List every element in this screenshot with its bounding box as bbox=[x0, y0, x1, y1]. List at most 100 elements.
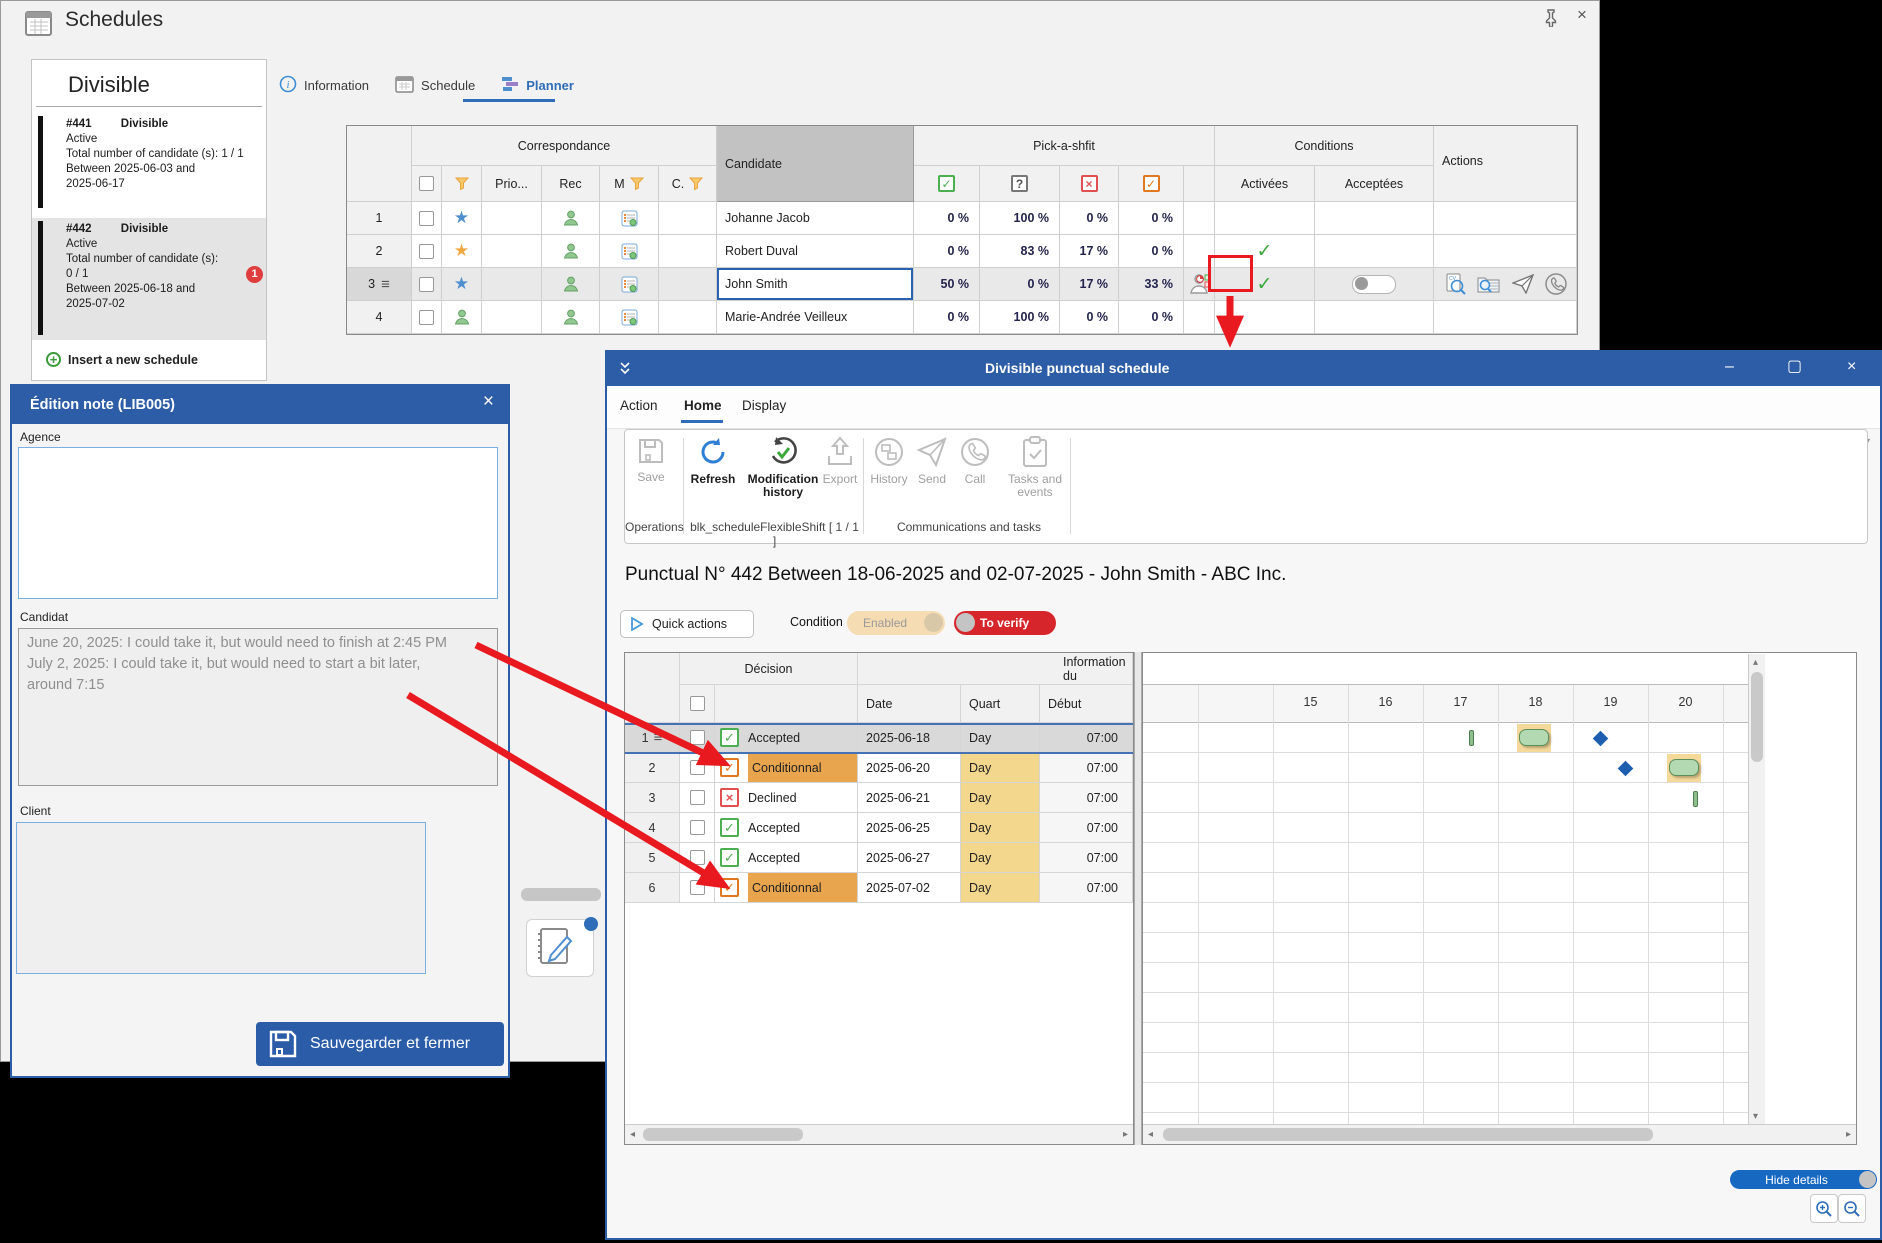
enabled-toggle[interactable]: Enabled bbox=[847, 611, 945, 635]
tab-schedule[interactable]: Schedule bbox=[395, 75, 475, 96]
save-and-close-button[interactable]: Sauvegarder et fermer bbox=[256, 1022, 504, 1066]
select-all-checkbox[interactable] bbox=[412, 166, 442, 202]
col-m[interactable]: M bbox=[600, 166, 659, 202]
row-checkbox[interactable] bbox=[680, 723, 715, 753]
row-checkbox[interactable] bbox=[680, 813, 715, 843]
priority-star-icon[interactable]: ★ bbox=[442, 268, 482, 301]
row-checkbox[interactable] bbox=[412, 268, 442, 301]
close-icon[interactable]: × bbox=[1847, 358, 1857, 375]
scrollbar-fragment[interactable] bbox=[521, 888, 601, 901]
priority-star-icon[interactable]: ★ bbox=[442, 202, 482, 235]
col-quart[interactable]: Quart bbox=[961, 685, 1040, 723]
col-pending-icon[interactable]: ? bbox=[980, 166, 1060, 202]
gantt-vscrollbar[interactable]: ▴ ▾ bbox=[1748, 654, 1765, 1125]
candidate-name-selected[interactable]: John Smith bbox=[717, 268, 914, 301]
candidat-textarea[interactable]: June 20, 2025: I could take it, but woul… bbox=[18, 628, 498, 786]
tab-planner[interactable]: Planner bbox=[501, 75, 574, 96]
list-icon[interactable] bbox=[600, 301, 659, 334]
notes-panel-button[interactable] bbox=[526, 917, 598, 977]
ribbon-history-button[interactable]: History bbox=[849, 436, 929, 486]
decision-cell[interactable]: ✓ Accepted bbox=[715, 813, 858, 843]
list-icon[interactable] bbox=[600, 202, 659, 235]
client-textarea[interactable] bbox=[16, 822, 426, 974]
schedule-item-441[interactable]: #441 Divisible Active Total number of ca… bbox=[32, 113, 266, 213]
gantt-bar[interactable] bbox=[1519, 729, 1549, 746]
tab-home[interactable]: Home bbox=[684, 398, 722, 413]
close-icon[interactable]: × bbox=[482, 391, 494, 412]
row-checkbox[interactable] bbox=[680, 843, 715, 873]
gantt-tick[interactable] bbox=[1693, 791, 1698, 807]
phone-icon[interactable] bbox=[1544, 273, 1567, 295]
maximize-icon[interactable]: ▢ bbox=[1787, 358, 1803, 375]
col-date[interactable]: Date bbox=[858, 685, 961, 723]
tab-information[interactable]: i Information bbox=[279, 75, 369, 96]
pin-window-icon[interactable] bbox=[619, 362, 631, 376]
ribbon-refresh-button[interactable]: Refresh bbox=[673, 436, 753, 486]
col-conditional-icon[interactable]: ✓ bbox=[1119, 166, 1184, 202]
decision-cell[interactable]: ✓ Conditionnal bbox=[715, 873, 858, 903]
group-candidate[interactable]: Candidate bbox=[717, 126, 914, 202]
person-icon[interactable] bbox=[442, 301, 482, 334]
row-menu-icon[interactable]: ≡ bbox=[653, 729, 663, 746]
quick-actions-button[interactable]: Quick actions bbox=[620, 610, 754, 638]
close-icon[interactable]: × bbox=[1577, 5, 1587, 24]
view-cv-icon[interactable]: CV bbox=[1444, 273, 1466, 295]
ribbon-send-button[interactable]: Send bbox=[892, 436, 972, 486]
select-all-checkbox[interactable] bbox=[680, 685, 715, 723]
recruiter-icon[interactable] bbox=[542, 202, 600, 235]
filter-icon[interactable] bbox=[442, 166, 482, 202]
col-c[interactable]: C. bbox=[659, 166, 717, 202]
priority-star-icon[interactable]: ★ bbox=[442, 235, 482, 268]
gantt-bar[interactable] bbox=[1669, 759, 1699, 776]
hide-details-toggle[interactable]: Hide details bbox=[1730, 1170, 1877, 1189]
tab-display[interactable]: Display bbox=[742, 398, 787, 413]
ribbon-modification-history-button[interactable]: Modification history bbox=[743, 436, 823, 499]
ribbon-tasks-button[interactable]: Tasks and events bbox=[995, 436, 1075, 499]
candidate-name[interactable]: Robert Duval bbox=[717, 235, 914, 268]
row-checkbox[interactable] bbox=[680, 753, 715, 783]
accepted-toggle[interactable] bbox=[1315, 268, 1434, 301]
pane-splitter[interactable] bbox=[1134, 652, 1142, 1145]
recruiter-icon[interactable] bbox=[542, 268, 600, 301]
decision-cell[interactable]: ✓ Accepted bbox=[715, 843, 858, 873]
decision-cell[interactable]: ✓ Conditionnal bbox=[715, 753, 858, 783]
decision-cell[interactable]: × Declined bbox=[715, 783, 858, 813]
col-declined-icon[interactable]: × bbox=[1060, 166, 1119, 202]
ribbon-call-button[interactable]: Call bbox=[935, 436, 1015, 486]
row-menu-icon[interactable]: ≡ bbox=[381, 275, 390, 293]
gantt-hscrollbar[interactable]: ◂ ▸ bbox=[1143, 1124, 1856, 1144]
recruiter-icon[interactable] bbox=[542, 301, 600, 334]
schedule-item-442[interactable]: #442 Divisible Active Total number of ca… bbox=[32, 218, 266, 340]
col-rec[interactable]: Rec bbox=[542, 166, 600, 202]
col-acceptees[interactable]: Acceptées bbox=[1315, 166, 1434, 202]
col-accepted-icon[interactable]: ✓ bbox=[914, 166, 980, 202]
list-icon[interactable] bbox=[600, 268, 659, 301]
row-checkbox[interactable] bbox=[680, 783, 715, 813]
list-icon[interactable] bbox=[600, 235, 659, 268]
minimize-icon[interactable]: – bbox=[1725, 358, 1734, 375]
decision-hscrollbar[interactable]: ◂ ▸ bbox=[625, 1124, 1133, 1144]
to-verify-toggle[interactable]: To verify bbox=[954, 611, 1056, 635]
col-prio[interactable]: Prio... bbox=[482, 166, 542, 202]
row-checkbox[interactable] bbox=[412, 301, 442, 334]
row-checkbox[interactable] bbox=[680, 873, 715, 903]
col-activees[interactable]: Activées bbox=[1215, 166, 1315, 202]
search-folder-icon[interactable] bbox=[1477, 274, 1501, 294]
candidate-name[interactable]: Marie-Andrée Veilleux bbox=[717, 301, 914, 334]
tab-action[interactable]: Action bbox=[620, 398, 658, 413]
agence-textarea[interactable] bbox=[18, 447, 498, 599]
candidate-name[interactable]: Johanne Jacob bbox=[717, 202, 914, 235]
zoom-out-button[interactable] bbox=[1838, 1194, 1866, 1223]
recruiter-icon[interactable] bbox=[542, 235, 600, 268]
pin-icon[interactable] bbox=[1543, 9, 1559, 30]
send-icon[interactable] bbox=[1511, 274, 1534, 294]
row-checkbox[interactable] bbox=[412, 202, 442, 235]
row-checkbox[interactable] bbox=[412, 235, 442, 268]
zoom-in-button[interactable] bbox=[1810, 1194, 1838, 1223]
gantt-tick[interactable] bbox=[1469, 730, 1474, 746]
col-debut[interactable]: Début bbox=[1040, 685, 1133, 723]
decision-cell[interactable]: ✓ Accepted bbox=[715, 723, 858, 753]
insert-schedule-button[interactable]: + Insert a new schedule bbox=[46, 352, 198, 367]
ribbon-save-button[interactable]: Save bbox=[611, 436, 691, 484]
ribbon-export-button[interactable]: Export bbox=[800, 436, 880, 486]
